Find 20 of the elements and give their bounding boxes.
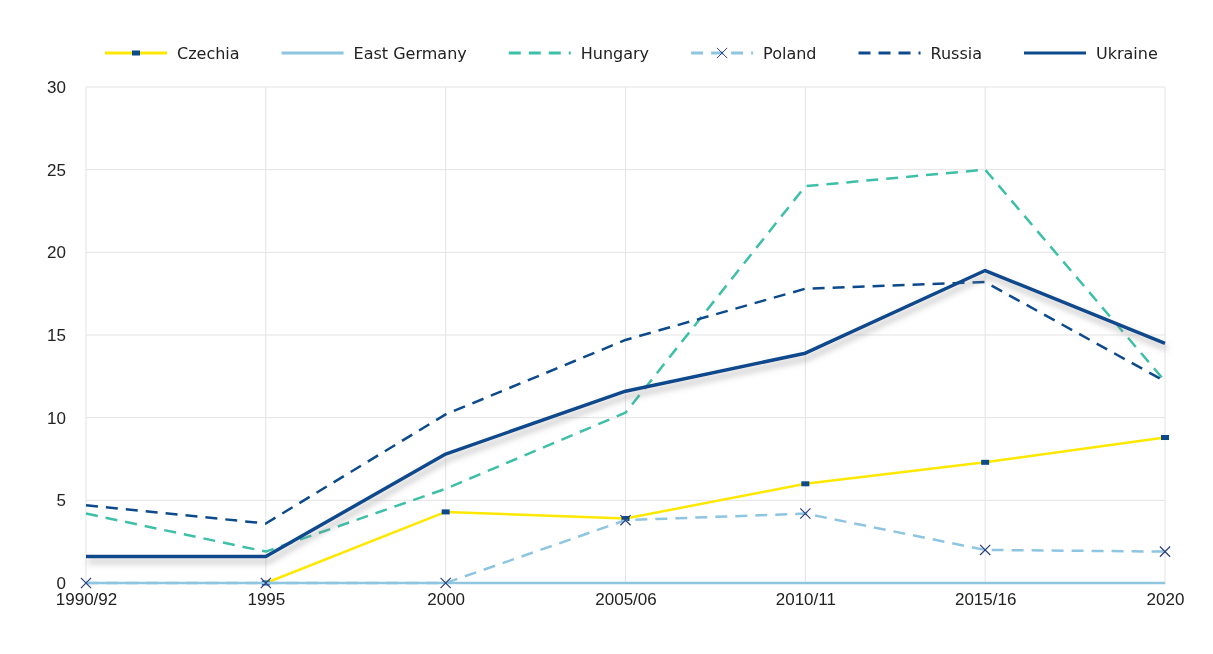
x-tick-label: 2000 (427, 590, 466, 610)
y-tick-label: 20 (47, 243, 66, 263)
x-tick-label: 2020 (1146, 590, 1185, 610)
y-tick-label: 0 (56, 573, 66, 593)
legend-label: Czechia (177, 44, 240, 63)
y-tick-label: 10 (47, 408, 66, 428)
legend-label: Ukraine (1095, 44, 1158, 63)
x-tick-label: 1990/92 (55, 590, 118, 610)
y-tick-label: 30 (47, 77, 66, 97)
x-tick-label: 2015/16 (954, 590, 1017, 610)
x-tick-label: 2010/11 (775, 590, 836, 610)
x-tick-label: 2005/06 (595, 590, 657, 610)
legend-label: Russia (930, 44, 982, 63)
y-tick-label: 5 (56, 491, 66, 511)
legend-label: Hungary (580, 44, 650, 63)
y-tick-label: 15 (47, 325, 66, 345)
legend-label: East Germany (353, 44, 467, 63)
x-tick-label: 1995 (247, 590, 286, 610)
legend-label: Poland (763, 44, 817, 63)
y-tick-label: 25 (47, 160, 66, 180)
